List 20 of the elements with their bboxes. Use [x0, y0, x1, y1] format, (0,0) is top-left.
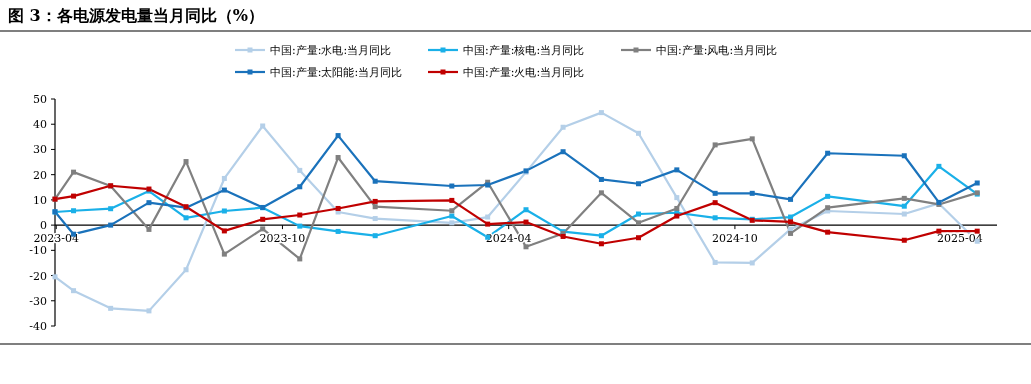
y-tick-label: -10 [29, 244, 47, 258]
y-tick-label: 20 [33, 168, 47, 182]
y-tick-label: 30 [33, 143, 47, 157]
y-tick-label: -20 [29, 269, 47, 283]
chart-title: 图 3：各电源发电量当月同比（%） [8, 6, 264, 25]
legend-label: 中国:产量:水电:当月同比 [270, 44, 392, 57]
y-tick-label: -30 [29, 294, 47, 308]
y-tick-label: 50 [33, 93, 47, 106]
x-tick-label: 2023-10 [259, 232, 306, 246]
y-tick-label: 0 [40, 219, 47, 233]
x-tick-label: 2024-10 [712, 232, 758, 246]
legend-label: 中国:产量:核电:当月同比 [463, 44, 585, 57]
y-tick-label: -40 [29, 320, 47, 333]
y-tick-label: 10 [33, 193, 47, 207]
y-tick-label: 40 [33, 118, 47, 132]
legend-label: 中国:产量:太阳能:当月同比 [270, 66, 403, 79]
legend-label: 中国:产量:火电:当月同比 [463, 66, 585, 79]
legend-label: 中国:产量:风电:当月同比 [656, 44, 778, 57]
x-tick-label: 2024-04 [485, 232, 532, 246]
x-tick-label: 2025-04 [937, 232, 983, 246]
